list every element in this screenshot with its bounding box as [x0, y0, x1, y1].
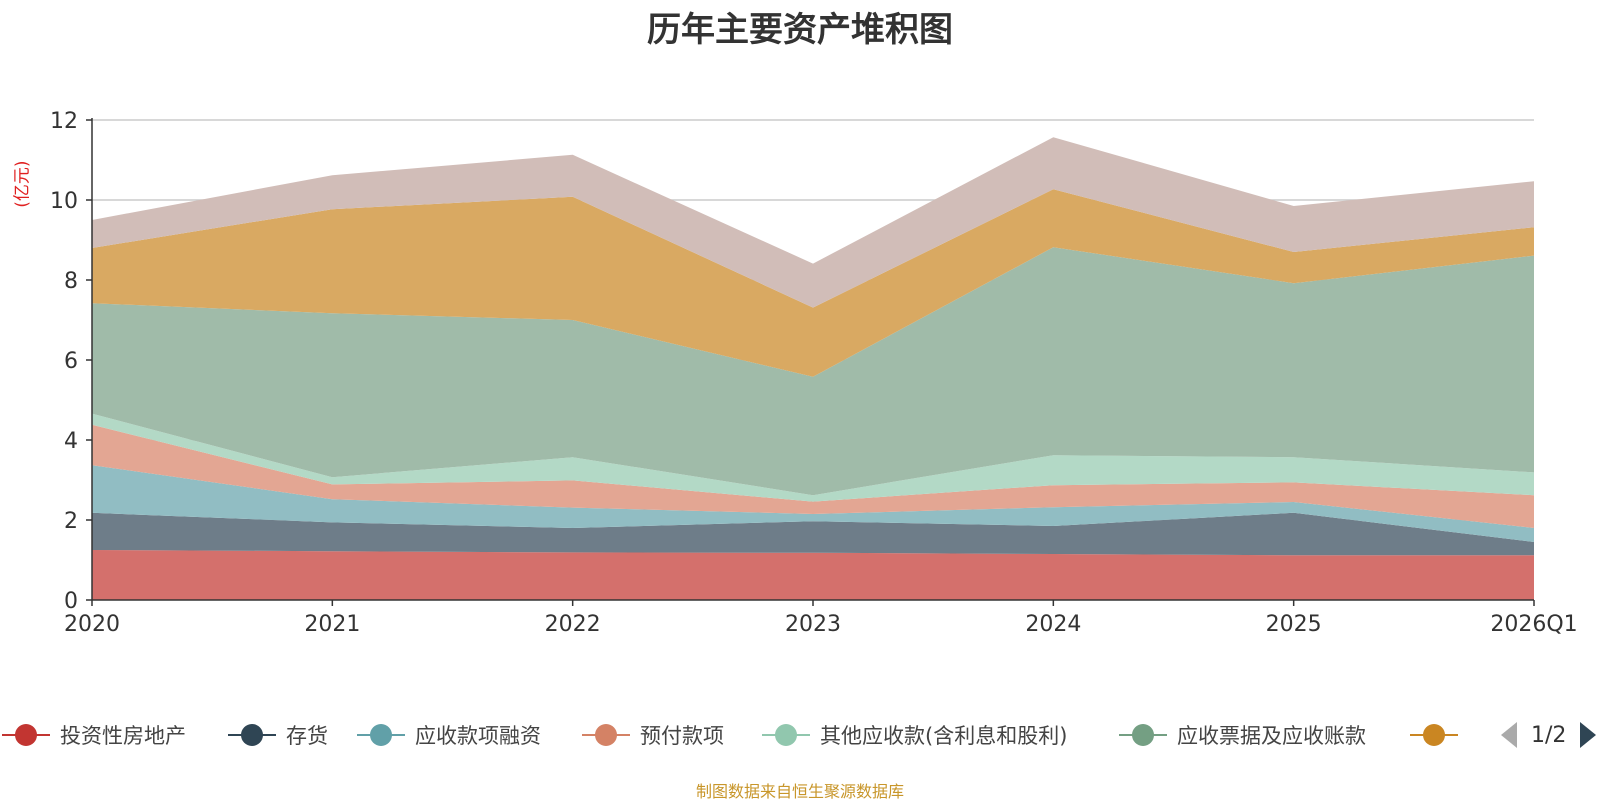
area-series-7 — [92, 137, 1534, 308]
legend-marker-icon — [2, 724, 50, 746]
area-series-0 — [92, 550, 1534, 600]
legend-item[interactable]: 货币资金 — [1408, 720, 1463, 750]
legend-item[interactable]: 存货 — [226, 720, 328, 750]
area-series-4 — [92, 413, 1534, 502]
y-tick-label: 0 — [64, 589, 78, 614]
next-page-icon[interactable] — [1576, 720, 1598, 750]
area-series-5 — [92, 247, 1534, 496]
x-tick-label: 2021 — [304, 612, 360, 637]
area-series-1 — [92, 512, 1534, 556]
stacked-area-chart: 0 2 4 6 8 10 12 2020 2021 2022 2023 2024 2025 2026Q1 — [50, 109, 1578, 637]
legend-pager: 1/2 — [1499, 720, 1598, 750]
area-series-2 — [92, 465, 1534, 542]
y-tick-label: 10 — [50, 189, 78, 214]
y-tick-label: 2 — [64, 509, 78, 534]
legend-marker-icon — [762, 724, 810, 746]
chart-title: 历年主要资产堆积图 — [647, 10, 953, 50]
legend-label: 预付款项 — [640, 724, 724, 748]
x-tick-label: 2025 — [1266, 612, 1322, 637]
legend-label: 投资性房地产 — [60, 724, 186, 748]
legend-label: 应收票据及应收账款 — [1177, 724, 1366, 748]
y-tick-label: 8 — [64, 269, 78, 294]
legend-item[interactable]: 投资性房地产 — [0, 720, 186, 750]
x-tick-label: 2023 — [785, 612, 841, 637]
legend-marker-icon — [1410, 724, 1458, 746]
legend-item[interactable]: 其他应收款(含利息和股利) — [760, 720, 1067, 750]
legend-label: 存货 — [286, 724, 328, 748]
legend-label: 其他应收款(含利息和股利) — [820, 724, 1068, 748]
legend-item[interactable]: 预付款项 — [580, 720, 724, 750]
legend-marker-icon — [357, 724, 405, 746]
legend-marker-icon — [228, 724, 276, 746]
legend-items: 投资性房地产 存货 应收款项融资 预付款项 其他应收款(含利息和股利) 应收票据及应收账款… — [0, 720, 1463, 750]
data-source-note: 制图数据来自恒生聚源数据库 — [695, 782, 904, 801]
y-tick-label: 12 — [50, 109, 78, 134]
area-series-6 — [92, 189, 1534, 377]
y-tick-label: 4 — [64, 429, 78, 454]
x-tick-label: 2022 — [545, 612, 601, 637]
legend-item[interactable]: 应收票据及应收账款 — [1117, 720, 1366, 750]
area-series-3 — [92, 424, 1534, 528]
prev-page-icon[interactable] — [1499, 720, 1521, 750]
legend-marker-icon — [582, 724, 630, 746]
legend: 投资性房地产 存货 应收款项融资 预付款项 其他应收款(含利息和股利) 应收票据及应收账款… — [0, 720, 1600, 750]
y-tick-label: 6 — [64, 349, 78, 374]
x-tick-label: 2026Q1 — [1490, 612, 1577, 637]
legend-item[interactable]: 应收款项融资 — [355, 720, 541, 750]
legend-label: 应收款项融资 — [415, 724, 541, 748]
x-tick-label: 2024 — [1025, 612, 1081, 637]
legend-marker-icon — [1119, 724, 1167, 746]
x-tick-label: 2020 — [64, 612, 120, 637]
page-indicator: 1/2 — [1531, 722, 1567, 748]
